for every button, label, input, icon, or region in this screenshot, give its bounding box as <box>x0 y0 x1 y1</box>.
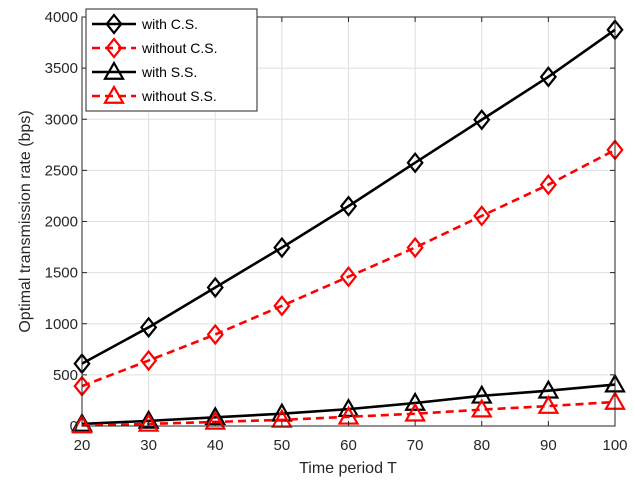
diamond-marker <box>339 265 358 288</box>
legend-item: with C.S. <box>92 13 198 35</box>
x-tick-label: 30 <box>140 437 157 454</box>
y-tick-label: 2500 <box>45 162 78 179</box>
y-tick-label: 1500 <box>45 265 78 282</box>
triangle-marker <box>103 60 125 80</box>
diamond-marker <box>339 195 358 217</box>
axis-ticks: 20 30 40 50 60 70 80 90 100050010001500200025003… <box>45 9 628 454</box>
x-tick-label: 90 <box>540 437 557 454</box>
triangle-marker <box>404 391 427 411</box>
legend: with C.S. without C.S. with S.S. without S.… <box>85 8 258 112</box>
series-line <box>81 148 616 388</box>
y-tick-label: 1000 <box>45 316 78 333</box>
triangle-marker <box>470 398 493 418</box>
legend-item: without C.S. <box>92 37 217 59</box>
y-tick-label: 2000 <box>45 214 78 231</box>
triangle-marker <box>537 394 560 414</box>
diamond-marker <box>473 109 491 131</box>
diamond-marker <box>539 66 557 88</box>
diamond-marker <box>140 349 158 372</box>
diamond-marker <box>105 13 123 35</box>
y-axis-label: Optimal transmission rate (bps) <box>17 110 34 332</box>
series-line <box>81 28 616 365</box>
diamond-marker <box>473 205 491 227</box>
diamond-marker <box>273 295 291 317</box>
y-tick-label: 3500 <box>45 60 78 77</box>
legend-item: with S.S. <box>92 60 197 80</box>
y-tick-label: 500 <box>53 367 78 384</box>
triangle-marker <box>137 412 160 432</box>
diamond-marker <box>406 236 424 259</box>
x-tick-label: 50 <box>274 437 291 454</box>
triangle-marker <box>103 84 125 104</box>
series-line <box>81 400 616 427</box>
legend-label: without C.S. <box>141 40 217 56</box>
triangle-marker <box>204 410 227 430</box>
diamond-marker <box>539 173 557 196</box>
y-tick-label: 4000 <box>45 9 78 26</box>
legend-box <box>85 8 258 112</box>
x-tick-label: 60 <box>340 437 357 454</box>
diamond-marker <box>206 276 224 299</box>
x-tick-label: 100 <box>602 437 627 454</box>
x-tick-label: 20 <box>74 437 91 454</box>
diamond-marker <box>406 151 424 174</box>
diamond-marker <box>273 236 291 259</box>
diamond-marker <box>140 316 158 339</box>
x-tick-label: 40 <box>207 437 224 454</box>
triangle-marker <box>137 409 160 429</box>
legend-item: without S.S. <box>92 84 217 104</box>
legend-label: with S.S. <box>141 64 197 80</box>
x-tick-label: 70 <box>407 437 424 454</box>
triangle-marker <box>71 414 93 434</box>
x-tick-label: 80 <box>473 437 490 454</box>
diamond-marker <box>105 37 123 59</box>
y-tick-label: 0 <box>70 418 78 435</box>
y-tick-label: 3000 <box>45 111 78 128</box>
legend-label: without S.S. <box>141 88 217 104</box>
diamond-marker <box>206 323 224 346</box>
triangle-marker <box>404 402 427 422</box>
triangle-marker <box>270 408 293 428</box>
x-axis-label: Time period T <box>299 460 397 477</box>
legend-label: with C.S. <box>141 16 198 32</box>
